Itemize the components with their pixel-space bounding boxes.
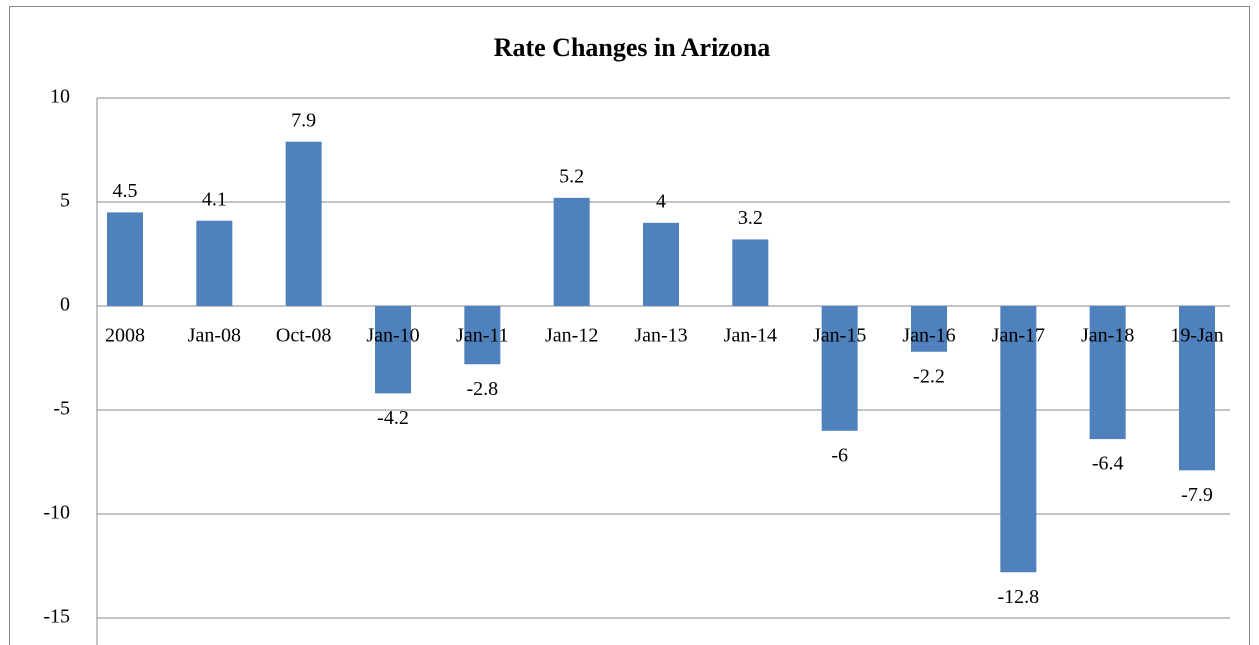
y-tick-label: -10 <box>43 502 70 524</box>
x-tick-label: Jan-14 <box>724 325 777 347</box>
x-tick-label: 19-Jan <box>1170 325 1223 347</box>
y-tick-label: 0 <box>60 294 70 316</box>
bar <box>1000 306 1037 573</box>
bar <box>107 212 143 306</box>
data-label: 5.2 <box>559 165 584 187</box>
x-tick-label: Jan-12 <box>545 325 598 347</box>
x-tick-label: 2008 <box>105 325 145 347</box>
bar <box>643 222 679 306</box>
chart-frame <box>9 6 1250 645</box>
y-tick-label: -5 <box>53 398 70 420</box>
bar <box>285 141 322 306</box>
bar <box>821 306 858 431</box>
x-tick-label: Jan-18 <box>1081 325 1134 347</box>
bar <box>553 197 590 306</box>
x-tick-label: Jan-15 <box>813 325 866 347</box>
data-label: 4 <box>656 190 666 212</box>
data-label: -12.8 <box>997 586 1039 608</box>
x-tick-label: Jan-13 <box>634 325 687 347</box>
bar <box>1089 306 1126 440</box>
data-label: -4.2 <box>377 407 409 429</box>
data-label: 7.9 <box>291 109 316 131</box>
y-tick-label: -15 <box>43 606 70 628</box>
bar <box>196 220 233 306</box>
bar <box>375 306 411 394</box>
data-label: -2.8 <box>466 378 498 400</box>
x-tick-label: Jan-08 <box>188 325 241 347</box>
data-label: 4.5 <box>113 180 138 202</box>
x-tick-label: Jan-11 <box>456 325 509 347</box>
data-label: -6.4 <box>1092 453 1124 475</box>
x-tick-label: Oct-08 <box>276 325 332 347</box>
data-label: 3.2 <box>738 207 763 229</box>
x-tick-label: Jan-16 <box>902 325 955 347</box>
bar <box>911 306 947 352</box>
data-label: -7.9 <box>1181 484 1213 506</box>
chart-title: Rate Changes in Arizona <box>494 33 771 62</box>
x-tick-label: Jan-17 <box>992 325 1045 347</box>
data-label: -6 <box>831 444 848 466</box>
bar <box>1179 306 1215 471</box>
x-tick-label: Jan-10 <box>366 325 419 347</box>
data-label: 4.1 <box>202 188 227 210</box>
data-label: -2.2 <box>913 365 945 387</box>
bar <box>732 239 769 306</box>
y-tick-label: 10 <box>50 86 70 108</box>
y-tick-label: 5 <box>60 190 70 212</box>
bar <box>464 306 501 365</box>
